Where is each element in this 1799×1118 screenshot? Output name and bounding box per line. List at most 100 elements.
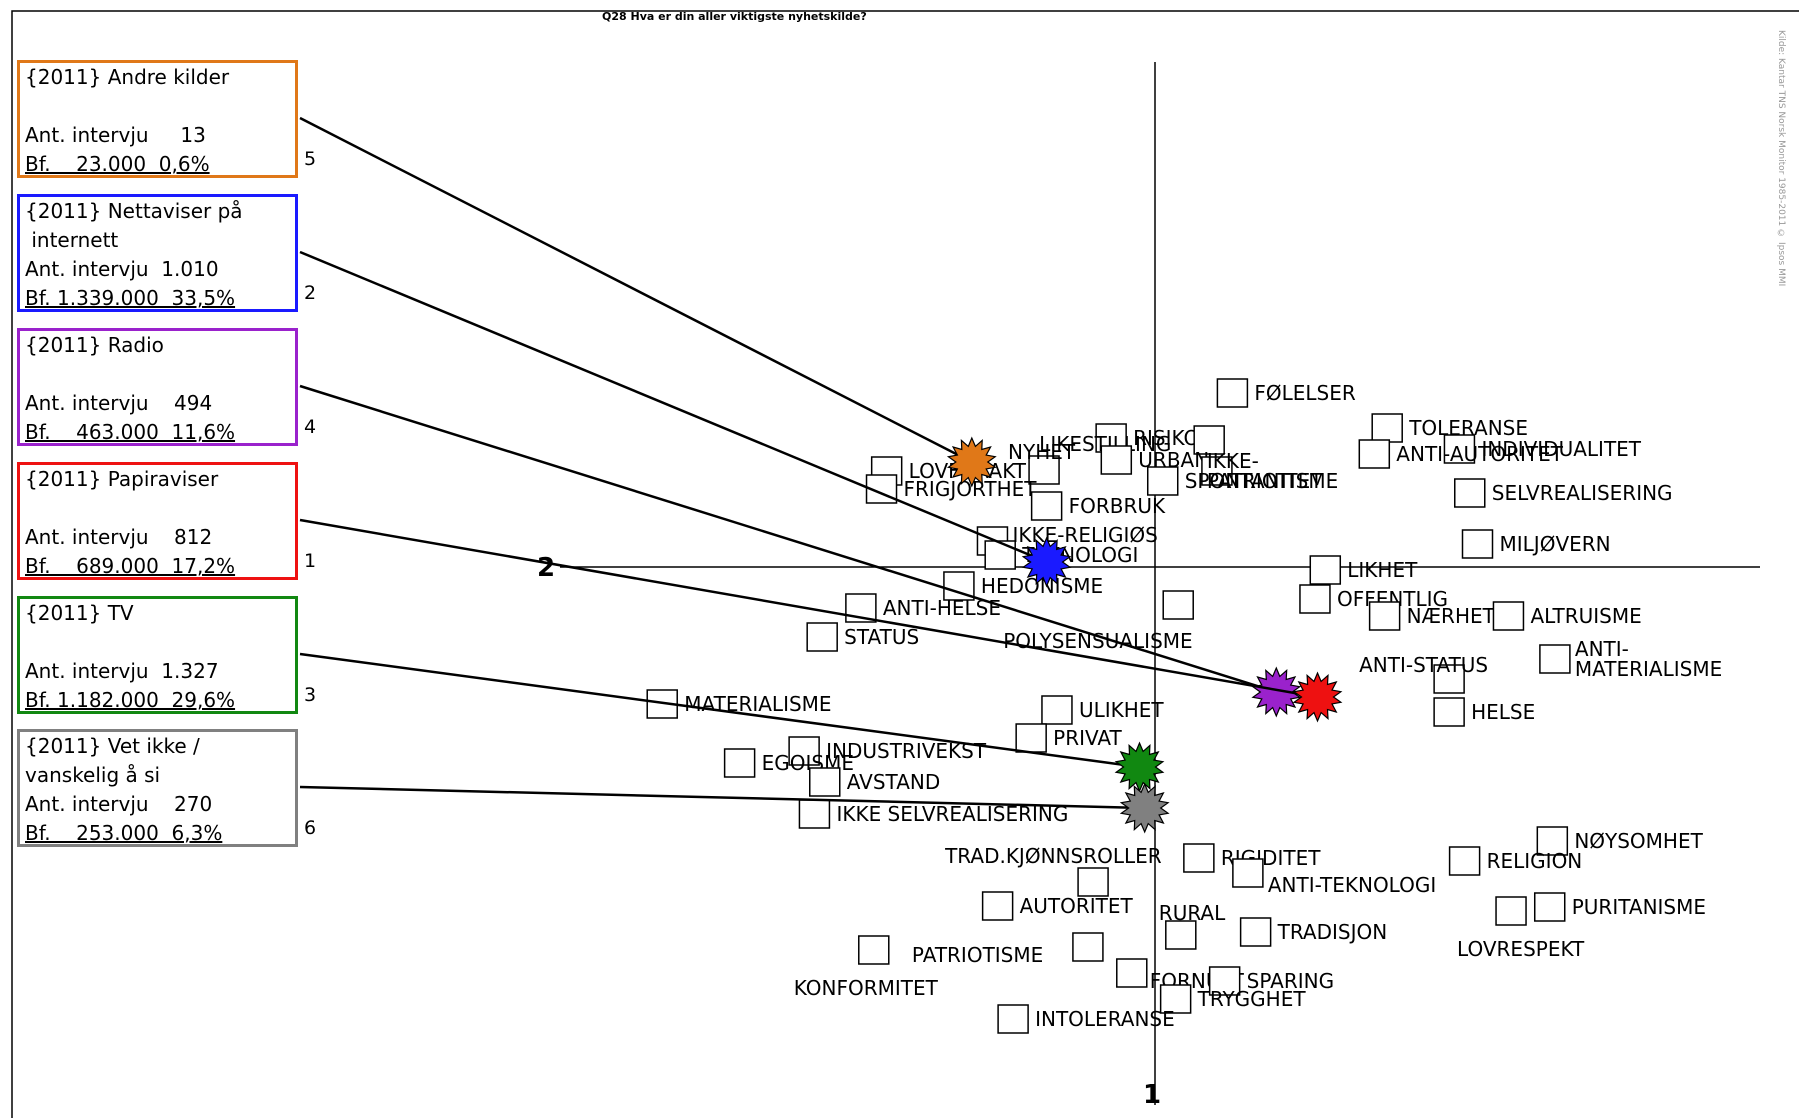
point-label-ikke-patriotisme-1: PATRIOTISME	[1207, 469, 1338, 493]
point-avstand	[809, 767, 841, 797]
connector-line-5	[299, 652, 1140, 769]
point-anti-materialisme	[1539, 644, 1571, 674]
legend-number: 4	[304, 416, 317, 438]
legend-line	[25, 628, 290, 657]
legend-line: Bf. 23.000 0,6%	[25, 152, 210, 176]
connector-line-2	[299, 250, 1048, 564]
series-marker-4	[1292, 671, 1343, 723]
legend-line: internett	[25, 228, 119, 252]
point-label-trygghet: TRYGGHET	[1197, 987, 1307, 1011]
connector-line-1	[299, 116, 973, 464]
point-label-rural: RURAL	[1159, 901, 1226, 925]
series-marker-3	[1251, 666, 1302, 718]
point-label-avstand: AVSTAND	[847, 770, 941, 794]
point-nyhet	[1028, 455, 1060, 485]
connector-line-4	[299, 518, 1318, 699]
legend-line	[25, 360, 290, 389]
legend-number: 2	[304, 282, 317, 304]
point-nærhet	[1368, 601, 1401, 631]
point-label-trad-kjønnsroller: TRAD.KJØNNSROLLER	[944, 844, 1162, 868]
point-religion	[1448, 846, 1481, 876]
point-label-miljøvern: MILJØVERN	[1500, 532, 1611, 556]
legend-box-1: {2011} Andre kilder Ant. intervju 13 Bf. 2…	[17, 60, 298, 178]
point-nøysomhet	[1536, 826, 1569, 856]
legend-number: 6	[304, 817, 317, 839]
point-label-intoleranse: INTOLERANSE	[1035, 1007, 1175, 1031]
point-polysensualisme	[1162, 590, 1194, 620]
legend-line: Ant. intervju 13	[25, 123, 206, 147]
point-anti-status	[1433, 664, 1465, 694]
point-ikke-selvrealisering	[798, 799, 831, 829]
legend-line: Ant. intervju 270	[25, 792, 213, 816]
point-spontanitet	[1146, 466, 1179, 496]
point-label-nærhet: NÆRHET	[1407, 604, 1496, 628]
point-label-ikke-patriotisme-0: IKKE-	[1207, 449, 1259, 473]
side-note: Kilde: Kantar TNS Norsk Monitor 1985-201…	[1776, 30, 1786, 287]
point-lovrespekt	[1495, 896, 1527, 926]
legend-box-3: {2011} Radio Ant. intervju 494 Bf. 463.000…	[17, 328, 298, 446]
legend-number: 1	[304, 550, 317, 572]
series-marker-6	[1119, 782, 1170, 834]
point-label-nøysomhet: NØYSOMHET	[1574, 829, 1703, 853]
point-label-likhet: LIKHET	[1347, 558, 1418, 582]
point-anti-autoritet	[1358, 439, 1391, 469]
legend-line: Ant. intervju 1.010	[25, 257, 219, 281]
point-miljøvern	[1461, 529, 1494, 559]
legend-line: Bf. 253.000 6,3%	[25, 821, 223, 845]
legend-line: Ant. intervju 812	[25, 525, 213, 549]
point-label-puritanisme: PURITANISME	[1572, 895, 1706, 919]
point-label-spontanitet: SPONTANITET	[1185, 469, 1324, 493]
point-label-individualitet: INDIVIDUALITET	[1481, 437, 1641, 461]
point-konformitet	[858, 935, 890, 965]
point-label-forbruk: FORBRUK	[1069, 494, 1166, 518]
point-label-anti-materialisme-1: MATERIALISME	[1575, 657, 1722, 681]
point-rural	[1165, 920, 1197, 950]
legend-line: {2011} TV	[25, 601, 134, 625]
point-likhet	[1309, 555, 1342, 585]
point-label-anti-status: ANTI-STATUS	[1359, 653, 1488, 677]
point-status	[806, 622, 838, 652]
point-sparing	[1208, 966, 1241, 996]
point-label-privat: PRIVAT	[1053, 726, 1122, 750]
point-label-tradisjon: TRADISJON	[1277, 920, 1388, 944]
point-helse	[1433, 697, 1465, 727]
point-label-altruisme: ALTRUISME	[1530, 604, 1641, 628]
legend-line: {2011} Nettaviser på	[25, 199, 243, 223]
point-patriotisme	[1072, 932, 1104, 962]
point-label-lovrespekt: LOVRESPEKT	[1457, 937, 1585, 961]
point-label-helse: HELSE	[1471, 700, 1535, 724]
point-ikke-patriotisme	[1201, 456, 1233, 486]
point-tradisjon	[1239, 917, 1272, 947]
legend-box-4: {2011} Papiraviser Ant. intervju 812 Bf. 6…	[17, 462, 298, 580]
point-privat	[1015, 723, 1047, 753]
legend-line: Ant. intervju 1.327	[25, 659, 219, 683]
legend-line: Bf. 1.182.000 29,6%	[25, 688, 236, 712]
legend-line: {2011} Papiraviser	[25, 467, 219, 491]
point-anti-teknologi	[1232, 858, 1264, 888]
point-label-anti-teknologi: ANTI-TEKNOLOGI	[1268, 873, 1436, 897]
legend-line: {2011} Radio	[25, 333, 164, 357]
point-industrivekst	[788, 736, 820, 766]
point-altruisme	[1492, 601, 1525, 631]
legend-line: vanskelig å si	[25, 763, 161, 787]
legend-line: Bf. 463.000 11,6%	[25, 420, 236, 444]
legend-box-5: {2011} TV Ant. intervju 1.327 Bf. 1.182.00…	[17, 596, 298, 714]
point-likestilling	[1193, 425, 1225, 455]
legend-line: Ant. intervju 494	[25, 391, 213, 415]
point-offentlig	[1299, 584, 1331, 614]
point-puritanisme	[1533, 892, 1566, 922]
point-label-patriotisme: PATRIOTISME	[912, 943, 1043, 967]
point-label-følelser: FØLELSER	[1254, 381, 1356, 405]
point-autoritet	[981, 891, 1014, 921]
point-label-polysensualisme: POLYSENSUALISME	[1003, 629, 1192, 653]
point-selvrealisering	[1454, 478, 1486, 508]
point-individualitet	[1443, 434, 1476, 464]
legend-line: {2011} Andre kilder	[25, 65, 230, 89]
point-egoisme	[723, 748, 756, 778]
point-label-autoritet: AUTORITET	[1020, 894, 1134, 918]
point-fornuft	[1116, 958, 1148, 988]
connector-line-6	[299, 785, 1145, 810]
point-label-konformitet: KONFORMITET	[794, 976, 939, 1000]
legend-box-6: {2011} Vet ikke / vanskelig å si Ant. inte…	[17, 729, 298, 847]
